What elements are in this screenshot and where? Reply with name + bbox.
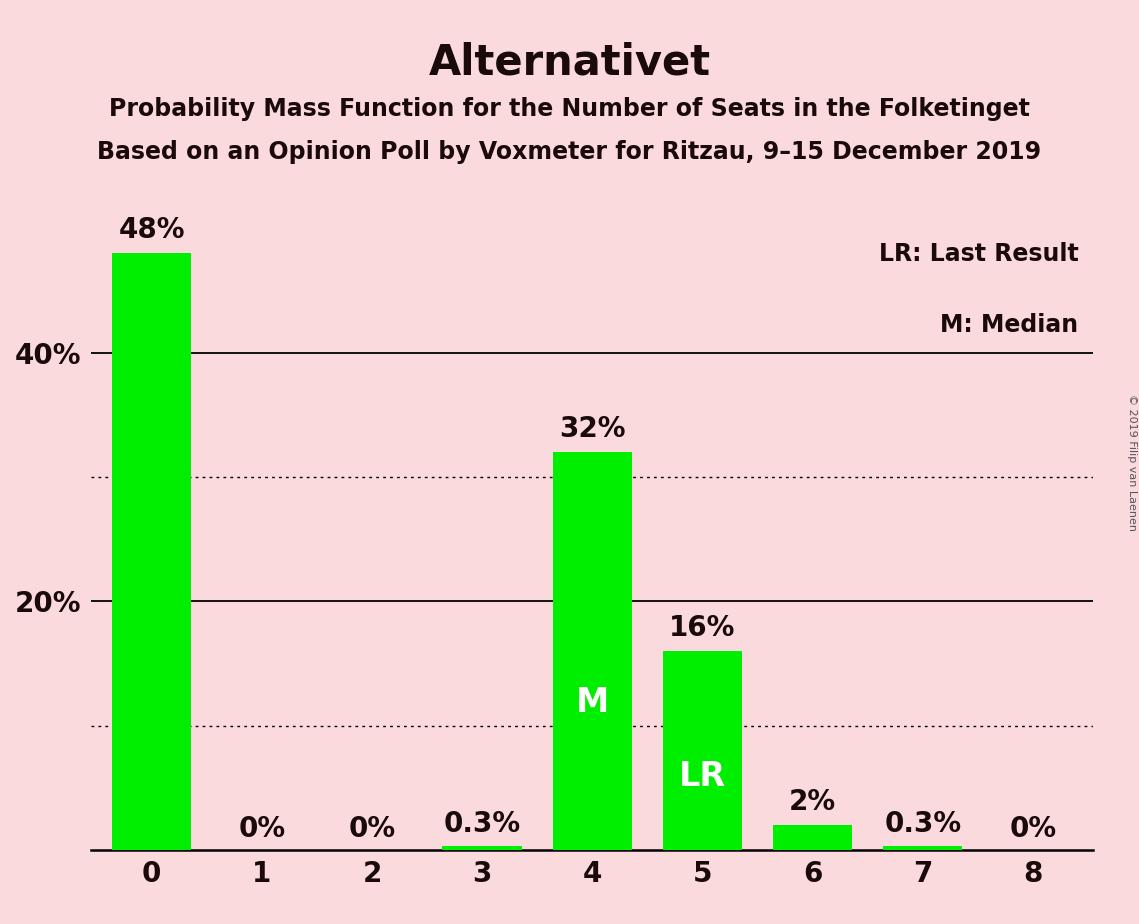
Text: 0%: 0%	[1009, 815, 1057, 843]
Bar	[112, 253, 191, 850]
Text: LR: Last Result: LR: Last Result	[878, 242, 1079, 266]
Text: M: Median: M: Median	[941, 313, 1079, 337]
Text: 0%: 0%	[238, 815, 286, 843]
Text: 0%: 0%	[349, 815, 395, 843]
Bar	[883, 846, 962, 850]
Text: 2%: 2%	[789, 788, 836, 817]
Bar	[773, 825, 852, 850]
Text: 16%: 16%	[670, 614, 736, 642]
Text: 48%: 48%	[118, 216, 185, 244]
Bar	[663, 651, 743, 850]
Bar	[552, 452, 632, 850]
Text: LR: LR	[679, 760, 726, 793]
Text: 32%: 32%	[559, 416, 625, 444]
Text: M: M	[575, 687, 609, 719]
Text: © 2019 Filip van Laenen: © 2019 Filip van Laenen	[1126, 394, 1137, 530]
Text: 0.3%: 0.3%	[443, 809, 521, 838]
Text: 0.3%: 0.3%	[884, 809, 961, 838]
Text: Alternativet: Alternativet	[428, 42, 711, 83]
Bar	[442, 846, 522, 850]
Text: Based on an Opinion Poll by Voxmeter for Ritzau, 9–15 December 2019: Based on an Opinion Poll by Voxmeter for…	[98, 140, 1041, 164]
Text: Probability Mass Function for the Number of Seats in the Folketinget: Probability Mass Function for the Number…	[109, 97, 1030, 121]
